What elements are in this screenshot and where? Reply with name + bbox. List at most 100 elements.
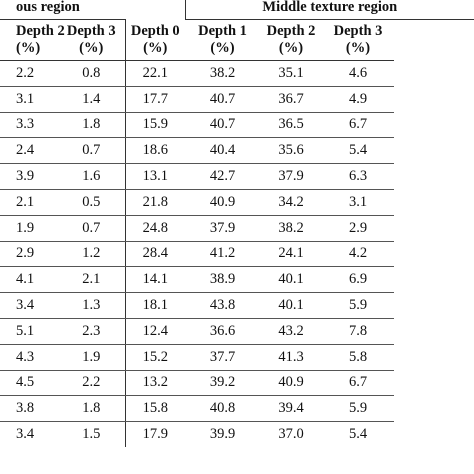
table-row: 2.9 1.2 28.4 41.2 24.1 4.2 — [0, 241, 474, 268]
depth-percentage-table: ous region Middle texture region Depth 2… — [0, 0, 474, 447]
table-cell: 1.9 — [58, 344, 126, 371]
table-cell: 22.1 — [124, 60, 186, 87]
data-table-container: ous region Middle texture region Depth 2… — [0, 0, 474, 447]
table-cell: 34.2 — [260, 189, 323, 216]
table-cell: 1.9 — [0, 215, 58, 242]
table-cell: 2.2 — [0, 60, 58, 87]
table-cell: 4.9 — [322, 86, 395, 113]
column-header-unit: (%) — [210, 40, 235, 56]
table-cell: 40.4 — [185, 137, 261, 165]
table-cell: 18.1 — [124, 292, 186, 319]
table-row: 4.3 1.9 15.2 37.7 41.3 5.8 — [0, 344, 474, 371]
table-cell: 2.1 — [58, 266, 126, 294]
table-row: 3.1 1.4 17.7 40.7 36.7 4.9 — [0, 86, 474, 113]
table-cell: 37.9 — [260, 163, 323, 190]
table-cell: 2.1 — [0, 189, 58, 216]
table-cell: 0.7 — [58, 137, 126, 165]
column-header-name: Depth 2 — [266, 23, 316, 39]
table-cell: 0.8 — [58, 60, 126, 87]
column-header-name: Depth 2 — [16, 23, 65, 39]
column-header-unit: (%) — [345, 40, 371, 56]
table-cell: 5.4 — [348, 426, 368, 443]
table-cell: 39.4 — [260, 395, 323, 423]
column-header-name: Depth 3 — [66, 23, 116, 39]
group-header-gap — [125, 0, 185, 20]
column-header-name: Depth 1 — [198, 23, 247, 39]
table-row: 3.8 1.8 15.8 40.8 39.4 5.9 — [0, 395, 474, 423]
table-cell: 5.1 — [0, 318, 58, 345]
table-row: 4.1 2.1 14.1 38.9 40.1 6.9 — [0, 266, 474, 294]
column-header-unit: (%) — [16, 40, 41, 56]
table-cell: 35.6 — [260, 137, 323, 165]
table-cell: 15.9 — [124, 112, 186, 139]
table-row: 5.1 2.3 12.4 36.6 43.2 7.8 — [0, 318, 474, 345]
column-header: Depth 3 (%) — [58, 19, 126, 61]
column-header-name: Depth 0 — [130, 22, 180, 39]
table-cell: 4.3 — [0, 344, 58, 371]
table-cell: 40.7 — [185, 86, 261, 113]
table-cell: 36.5 — [260, 112, 323, 139]
table-cell: 15.2 — [124, 344, 186, 371]
table-cell: 21.8 — [124, 189, 186, 216]
table-cell: 41.2 — [185, 241, 261, 268]
table-cell: 3.9 — [0, 163, 58, 190]
table-cell: 1.8 — [58, 112, 126, 139]
table-cell: 17.9 — [124, 421, 186, 447]
table-body: 2.2 0.8 22.1 38.2 35.1 4.6 3.1 1.4 17.7 40.7 36.7 4… — [0, 60, 474, 447]
column-header-unit: (%) — [278, 40, 304, 56]
table-cell: 12.4 — [124, 318, 186, 345]
table-row: 2.2 0.8 22.1 38.2 35.1 4.6 — [0, 60, 474, 87]
table-cell: 5.4 — [322, 137, 395, 165]
table-cell: 4.5 — [0, 370, 58, 397]
table-cell: 4.1 — [0, 266, 58, 294]
table-cell: 13.1 — [124, 163, 186, 190]
table-cell: 43.2 — [260, 318, 323, 345]
table-cell: 38.2 — [260, 215, 323, 242]
table-row: 3.4 1.3 18.1 43.8 40.1 5.9 — [0, 292, 474, 319]
table-cell: 17.7 — [124, 86, 186, 113]
table-cell: 2.3 — [58, 318, 126, 345]
table-cell: 18.6 — [124, 137, 186, 165]
table-cell: 13.2 — [124, 370, 186, 397]
table-cell: 2.9 — [322, 215, 395, 242]
table-cell: 40.1 — [260, 292, 323, 319]
table-cell: 40.8 — [185, 395, 261, 423]
table-cell: 38.2 — [185, 60, 261, 87]
column-header-unit: (%) — [143, 39, 168, 56]
table-cell: 5.8 — [322, 344, 395, 371]
group-header-left: ous region — [0, 0, 126, 20]
table-cell: 4.6 — [322, 60, 395, 87]
group-header-middle-texture: Middle texture region — [184, 0, 474, 20]
table-row: 3.9 1.6 13.1 42.7 37.9 6.3 — [0, 163, 474, 190]
table-cell: 39.9 — [209, 426, 236, 443]
table-cell: 39.2 — [185, 370, 261, 397]
column-header: Depth 1 (%) — [185, 19, 261, 61]
table-cell: 7.8 — [322, 318, 395, 345]
table-cell: 2.2 — [58, 370, 126, 397]
table-cell: 4.2 — [322, 241, 395, 268]
table-cell: 2.9 — [0, 241, 58, 268]
table-cell: 28.4 — [124, 241, 186, 268]
table-cell: 6.3 — [322, 163, 395, 190]
table-cell: 3.4 — [0, 292, 58, 319]
column-header-name: Depth 3 — [333, 23, 383, 39]
table-cell: 6.7 — [322, 112, 395, 139]
group-header-row: ous region Middle texture region — [0, 0, 474, 20]
column-header: Depth 2 (%) — [260, 19, 323, 61]
table-cell: 41.3 — [260, 344, 323, 371]
table-cell: 3.1 — [322, 189, 395, 216]
table-row: 4.5 2.2 13.2 39.2 40.9 6.7 — [0, 370, 474, 397]
column-header: Depth 0 (%) — [124, 19, 186, 61]
table-row: 2.1 0.5 21.8 40.9 34.2 3.1 — [0, 189, 474, 216]
table-cell: 40.9 — [260, 370, 323, 397]
table-cell: 1.5 — [82, 426, 101, 443]
table-row: 1.9 0.7 24.8 37.9 38.2 2.9 — [0, 215, 474, 242]
column-header-row: Depth 2 (%) Depth 3 (%) Depth 0 (%) Depth 1 (%)… — [0, 19, 474, 61]
table-cell: 3.8 — [0, 395, 58, 423]
table-cell: 1.8 — [58, 395, 126, 423]
table-cell: 38.9 — [185, 266, 261, 294]
table-cell: 3.4 — [16, 426, 35, 443]
table-cell: 1.6 — [58, 163, 126, 190]
column-header: Depth 2 (%) — [0, 19, 65, 61]
table-cell: 36.7 — [260, 86, 323, 113]
